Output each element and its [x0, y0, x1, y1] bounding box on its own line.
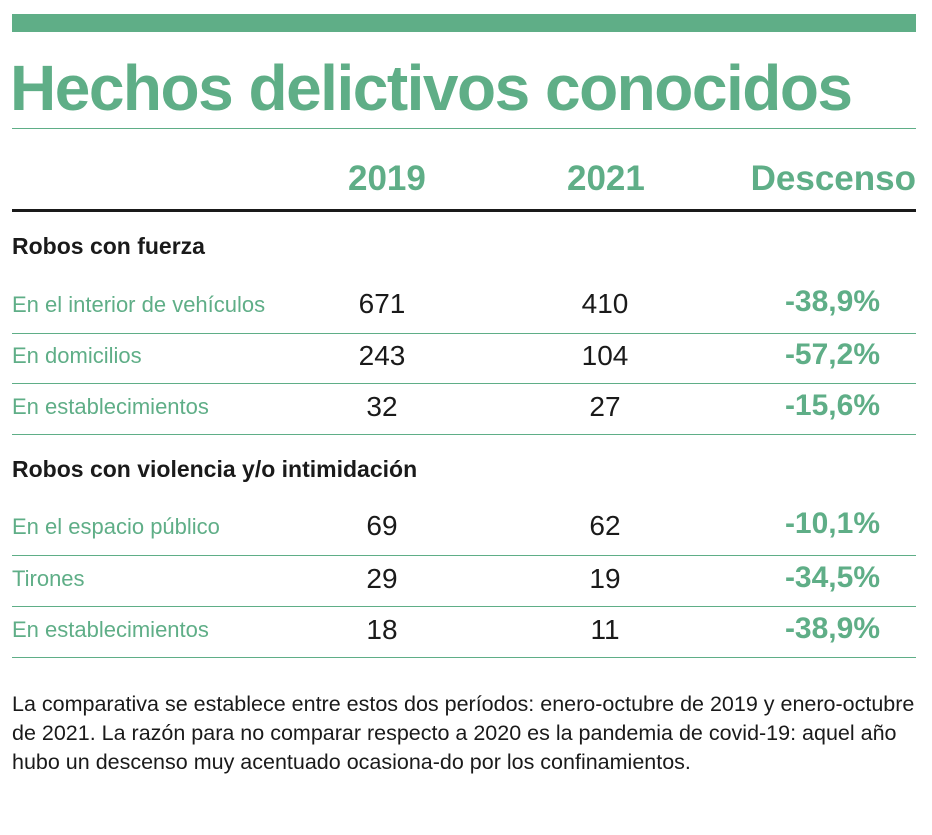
row-divider	[12, 555, 916, 556]
section-title-robos-fuerza: Robos con fuerza	[12, 233, 205, 259]
value-2019: 29	[366, 563, 398, 594]
row-label: En establecimientos	[12, 617, 209, 642]
top-accent-bar	[12, 14, 916, 32]
row-label: Tirones	[12, 566, 85, 591]
row-divider	[12, 606, 916, 607]
value-descenso: -38,9%	[784, 285, 880, 318]
value-2019: 32	[366, 391, 398, 422]
value-2021: 62	[589, 510, 621, 541]
table-bottom-divider	[12, 657, 916, 658]
value-2019: 243	[358, 340, 406, 371]
header-divider	[12, 209, 916, 212]
column-header-2021: 2021	[567, 159, 645, 198]
value-2021: 410	[581, 288, 629, 319]
column-header-2019: 2019	[348, 159, 426, 198]
row-divider	[12, 333, 916, 334]
page-title: Hechos delictivos conocidos	[10, 52, 853, 124]
value-2021: 11	[590, 614, 620, 645]
value-2021: 104	[581, 340, 629, 371]
value-descenso: -34,5%	[784, 561, 880, 594]
value-2019: 69	[366, 510, 398, 541]
column-header-descenso: Descenso	[750, 159, 916, 198]
title-divider	[12, 128, 916, 129]
value-descenso: -10,1%	[784, 507, 880, 540]
row-label: En domicilios	[12, 343, 142, 368]
section-title-robos-violencia: Robos con violencia y/o intimidación	[12, 456, 418, 482]
row-divider	[12, 383, 916, 384]
row-label: En establecimientos	[12, 394, 209, 419]
row-label: En el espacio público	[12, 514, 220, 539]
value-2021: 27	[589, 391, 621, 422]
value-descenso: -15,6%	[784, 389, 880, 422]
row-label: En el interior de vehículos	[12, 292, 266, 317]
value-descenso: -57,2%	[784, 338, 880, 371]
section-divider	[12, 434, 916, 435]
value-2019: 671	[358, 288, 406, 319]
value-2019: 18	[366, 614, 398, 645]
value-descenso: -38,9%	[784, 612, 880, 645]
value-2021: 19	[589, 563, 621, 594]
footnote: La comparativa se establece entre estos …	[12, 692, 915, 774]
